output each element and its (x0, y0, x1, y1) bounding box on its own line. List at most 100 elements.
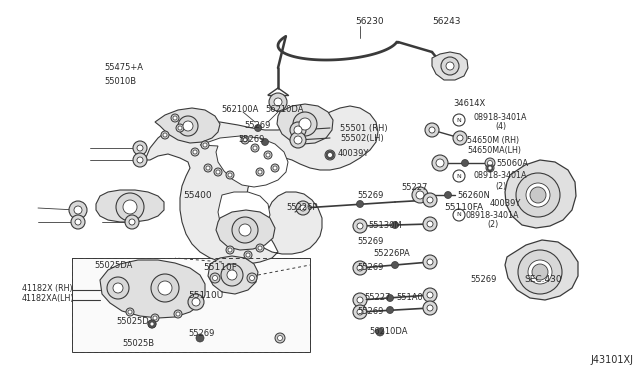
Circle shape (251, 144, 259, 152)
Text: N: N (456, 173, 461, 179)
Circle shape (427, 221, 433, 227)
Polygon shape (432, 52, 468, 80)
Text: 08918-3401A: 08918-3401A (473, 171, 527, 180)
Text: 562100A: 562100A (221, 106, 259, 115)
Circle shape (239, 224, 251, 236)
Circle shape (216, 170, 220, 174)
Circle shape (151, 274, 179, 302)
Text: (4): (4) (495, 122, 506, 131)
Circle shape (518, 250, 562, 294)
Circle shape (226, 246, 234, 254)
Circle shape (129, 219, 135, 225)
Text: 41182X (RH): 41182X (RH) (22, 283, 72, 292)
Circle shape (226, 171, 234, 179)
Circle shape (228, 173, 232, 177)
Text: 56230: 56230 (355, 17, 383, 26)
Polygon shape (155, 108, 220, 143)
Circle shape (203, 143, 207, 147)
Circle shape (153, 316, 157, 320)
Circle shape (488, 166, 492, 170)
Circle shape (532, 264, 548, 280)
Circle shape (353, 261, 367, 275)
Text: 56260N: 56260N (457, 190, 490, 199)
Circle shape (227, 270, 237, 280)
Polygon shape (96, 190, 164, 222)
Circle shape (412, 187, 428, 203)
Text: 55269: 55269 (357, 237, 383, 247)
Circle shape (255, 125, 262, 131)
Circle shape (526, 183, 550, 207)
Polygon shape (200, 136, 288, 187)
Text: SEC.430: SEC.430 (524, 276, 562, 285)
Text: 55010B: 55010B (104, 77, 136, 87)
Circle shape (123, 200, 137, 214)
Circle shape (204, 164, 212, 172)
Circle shape (427, 197, 433, 203)
Circle shape (353, 293, 367, 307)
Polygon shape (72, 258, 310, 352)
Circle shape (74, 206, 82, 214)
Circle shape (299, 118, 311, 130)
Polygon shape (145, 106, 378, 264)
Text: 55130M: 55130M (368, 221, 402, 231)
Polygon shape (505, 160, 576, 228)
Circle shape (485, 158, 495, 168)
Circle shape (326, 151, 334, 159)
Polygon shape (218, 192, 270, 236)
Circle shape (425, 123, 439, 137)
Circle shape (266, 153, 270, 157)
Circle shape (150, 322, 154, 326)
Text: 55269: 55269 (188, 330, 214, 339)
Circle shape (250, 276, 255, 280)
Circle shape (296, 201, 310, 215)
Circle shape (423, 301, 437, 315)
Circle shape (258, 170, 262, 174)
Circle shape (71, 215, 85, 229)
Circle shape (253, 146, 257, 150)
Text: 40039Y: 40039Y (490, 199, 522, 208)
Circle shape (176, 312, 180, 316)
Circle shape (356, 201, 364, 208)
Circle shape (423, 217, 437, 231)
Circle shape (387, 307, 394, 314)
Circle shape (423, 193, 437, 207)
Text: 55269: 55269 (357, 263, 383, 273)
Circle shape (290, 122, 306, 138)
Text: 41182XA(LH): 41182XA(LH) (22, 294, 74, 302)
Circle shape (232, 217, 258, 243)
Text: (2): (2) (495, 182, 506, 190)
Text: 55110F: 55110F (203, 263, 237, 272)
Circle shape (530, 187, 546, 203)
Circle shape (427, 305, 433, 311)
Text: 55226PA: 55226PA (373, 248, 410, 257)
Circle shape (528, 260, 552, 284)
Circle shape (357, 297, 363, 303)
Circle shape (244, 251, 252, 259)
Circle shape (392, 262, 399, 269)
Circle shape (107, 277, 129, 299)
Circle shape (353, 305, 367, 319)
Circle shape (125, 215, 139, 229)
Circle shape (441, 57, 459, 75)
Circle shape (353, 219, 367, 233)
Circle shape (278, 336, 282, 340)
Text: 55025D: 55025D (116, 317, 148, 327)
Text: J43101XJ: J43101XJ (590, 355, 633, 365)
Text: 56243: 56243 (432, 17, 461, 26)
Circle shape (148, 320, 156, 328)
Circle shape (133, 153, 147, 167)
Text: 55110FA: 55110FA (444, 203, 483, 212)
Text: 54650M (RH): 54650M (RH) (467, 135, 519, 144)
Circle shape (214, 168, 222, 176)
Circle shape (193, 150, 197, 154)
Circle shape (188, 294, 204, 310)
Text: 55269: 55269 (244, 122, 270, 131)
Circle shape (357, 265, 363, 271)
Text: 55269: 55269 (470, 276, 497, 285)
Circle shape (453, 209, 465, 221)
Circle shape (274, 98, 282, 106)
Circle shape (357, 223, 363, 229)
Circle shape (423, 255, 437, 269)
Circle shape (210, 273, 220, 283)
Polygon shape (505, 240, 578, 300)
